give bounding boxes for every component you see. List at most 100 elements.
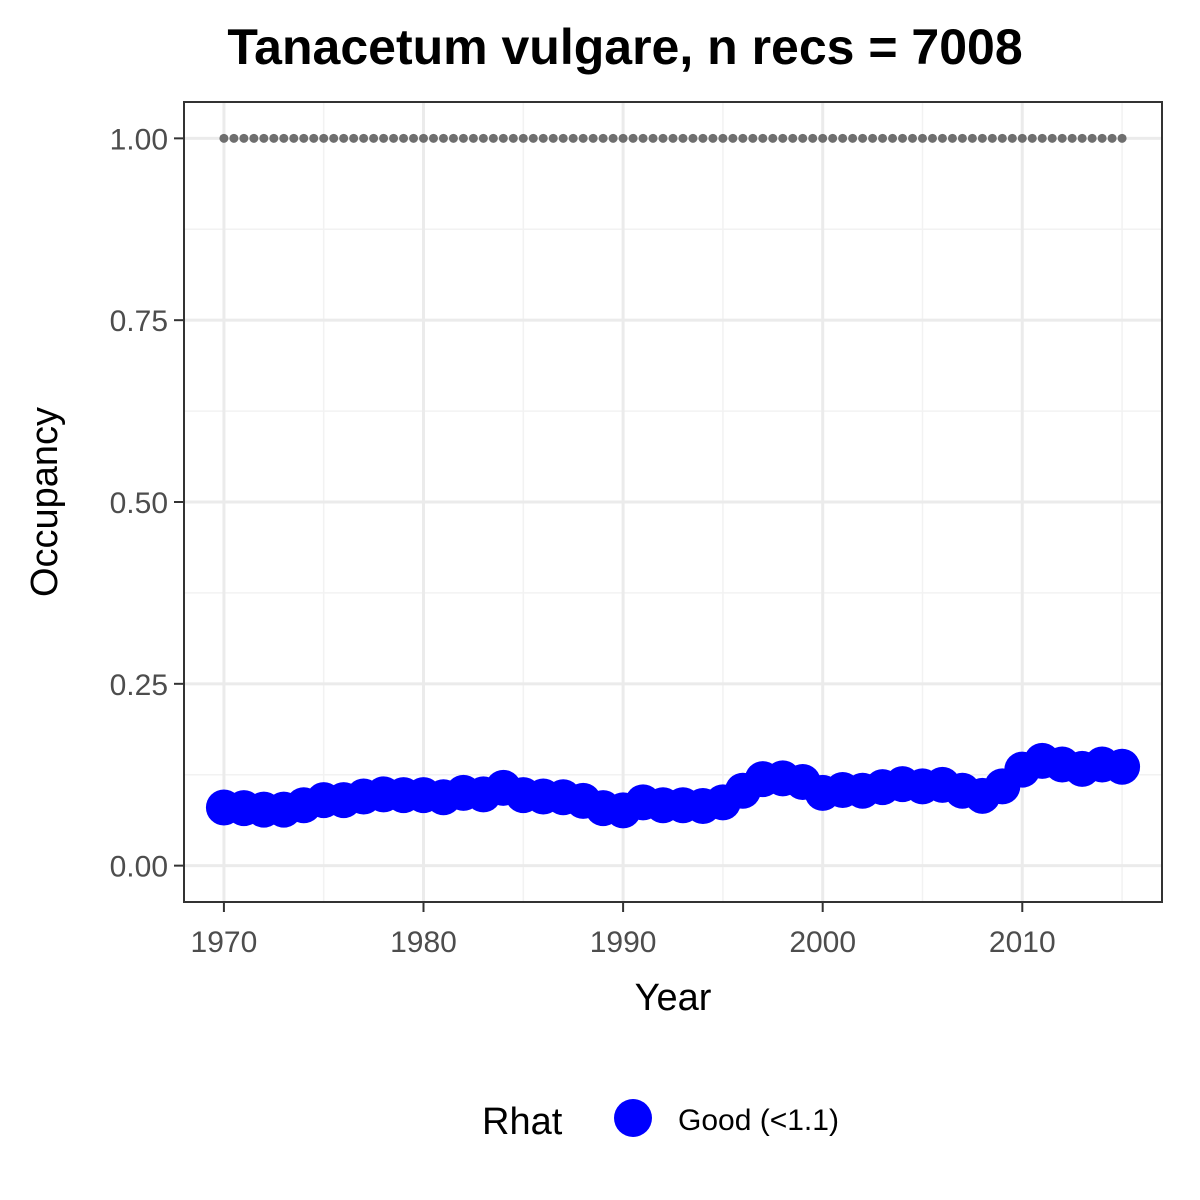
dotted-series-point bbox=[708, 133, 718, 143]
legend: Rhat Good (<1.1) bbox=[482, 1099, 839, 1143]
dotted-series-point bbox=[758, 133, 768, 143]
y-tick-label: 0.25 bbox=[110, 669, 168, 702]
dotted-series-point bbox=[1037, 133, 1047, 143]
dotted-series-point bbox=[1117, 133, 1127, 143]
dotted-series-point bbox=[1067, 133, 1077, 143]
dotted-series-point bbox=[588, 133, 598, 143]
dotted-series-point bbox=[478, 133, 488, 143]
dotted-series-point bbox=[868, 133, 878, 143]
dotted-series-point bbox=[299, 133, 309, 143]
dotted-series-point bbox=[458, 133, 468, 143]
dotted-series-point bbox=[648, 133, 658, 143]
dotted-series-point bbox=[329, 133, 339, 143]
dotted-series-point bbox=[987, 133, 997, 143]
dotted-series-point bbox=[428, 133, 438, 143]
occupancy-point bbox=[1104, 748, 1141, 785]
dotted-series-point bbox=[917, 133, 927, 143]
x-axis-title: Year bbox=[635, 977, 712, 1019]
dotted-series-point bbox=[768, 133, 778, 143]
dotted-series-point bbox=[1047, 133, 1057, 143]
dotted-series-point bbox=[798, 133, 808, 143]
dotted-series-point bbox=[1077, 133, 1087, 143]
dotted-series-point bbox=[498, 133, 508, 143]
dotted-series-point bbox=[678, 133, 688, 143]
dotted-series-point bbox=[409, 133, 419, 143]
dotted-series-point bbox=[718, 133, 728, 143]
occupancy-series bbox=[205, 742, 1141, 829]
dotted-series-point bbox=[528, 133, 538, 143]
dotted-series-point bbox=[728, 133, 738, 143]
legend-label-good: Good (<1.1) bbox=[678, 1104, 839, 1137]
chart-title: Tanacetum vulgare, n recs = 7008 bbox=[227, 19, 1022, 75]
dotted-series-point bbox=[538, 133, 548, 143]
dotted-series-point bbox=[438, 133, 448, 143]
dotted-series-point bbox=[898, 133, 908, 143]
dotted-series-point bbox=[848, 133, 858, 143]
dotted-series-point bbox=[229, 133, 239, 143]
dotted-series-point bbox=[359, 133, 369, 143]
plot-panel bbox=[183, 101, 1163, 903]
upper-bound-series bbox=[219, 133, 1127, 143]
dotted-series-point bbox=[977, 133, 987, 143]
dotted-series-point bbox=[828, 133, 838, 143]
dotted-series-point bbox=[1007, 133, 1017, 143]
y-axis: 0.00 0.25 0.50 0.75 1.00 bbox=[110, 123, 184, 884]
dotted-series-point bbox=[908, 133, 918, 143]
dotted-series-point bbox=[239, 133, 249, 143]
dotted-series-point bbox=[688, 133, 698, 143]
dotted-series-point bbox=[788, 133, 798, 143]
y-tick-label: 0.75 bbox=[110, 305, 168, 338]
dotted-series-point bbox=[598, 133, 608, 143]
dotted-series-point bbox=[339, 133, 349, 143]
dotted-series-point bbox=[858, 133, 868, 143]
dotted-series-point bbox=[419, 133, 429, 143]
dotted-series-point bbox=[748, 133, 758, 143]
dotted-series-point bbox=[249, 133, 259, 143]
dotted-series-point bbox=[878, 133, 888, 143]
legend-key-good bbox=[614, 1099, 652, 1137]
dotted-series-point bbox=[269, 133, 279, 143]
dotted-series-point bbox=[608, 133, 618, 143]
dotted-series-point bbox=[399, 133, 409, 143]
dotted-series-point bbox=[738, 133, 748, 143]
y-axis-title: Occupancy bbox=[24, 407, 66, 597]
dotted-series-point bbox=[838, 133, 848, 143]
x-tick-label: 1990 bbox=[590, 926, 657, 959]
dotted-series-point bbox=[289, 133, 299, 143]
dotted-series-point bbox=[1027, 133, 1037, 143]
dotted-series-point bbox=[389, 133, 399, 143]
dotted-series-point bbox=[349, 133, 359, 143]
x-axis: 1970 1980 1990 2000 2010 bbox=[191, 902, 1056, 959]
dotted-series-point bbox=[518, 133, 528, 143]
dotted-series-point bbox=[448, 133, 458, 143]
dotted-series-point bbox=[638, 133, 648, 143]
dotted-series-point bbox=[568, 133, 578, 143]
dotted-series-point bbox=[379, 133, 389, 143]
dotted-series-point bbox=[1057, 133, 1067, 143]
y-tick-label: 0.50 bbox=[110, 487, 168, 520]
dotted-series-point bbox=[369, 133, 379, 143]
dotted-series-point bbox=[818, 133, 828, 143]
x-tick-label: 1980 bbox=[390, 926, 457, 959]
dotted-series-point bbox=[778, 133, 788, 143]
dotted-series-point bbox=[1017, 133, 1027, 143]
dotted-series-point bbox=[548, 133, 558, 143]
dotted-series-point bbox=[967, 133, 977, 143]
dotted-series-point bbox=[558, 133, 568, 143]
dotted-series-point bbox=[808, 133, 818, 143]
dotted-series-point bbox=[219, 133, 229, 143]
x-tick-label: 1970 bbox=[191, 926, 258, 959]
dotted-series-point bbox=[1097, 133, 1107, 143]
x-tick-label: 2010 bbox=[989, 926, 1056, 959]
dotted-series-point bbox=[1087, 133, 1097, 143]
dotted-series-point bbox=[888, 133, 898, 143]
y-tick-label: 1.00 bbox=[110, 123, 168, 156]
dotted-series-point bbox=[628, 133, 638, 143]
dotted-series-point bbox=[508, 133, 518, 143]
dotted-series-point bbox=[937, 133, 947, 143]
dotted-series-point bbox=[658, 133, 668, 143]
dotted-series-point bbox=[259, 133, 269, 143]
dotted-series-point bbox=[668, 133, 678, 143]
dotted-series-point bbox=[997, 133, 1007, 143]
